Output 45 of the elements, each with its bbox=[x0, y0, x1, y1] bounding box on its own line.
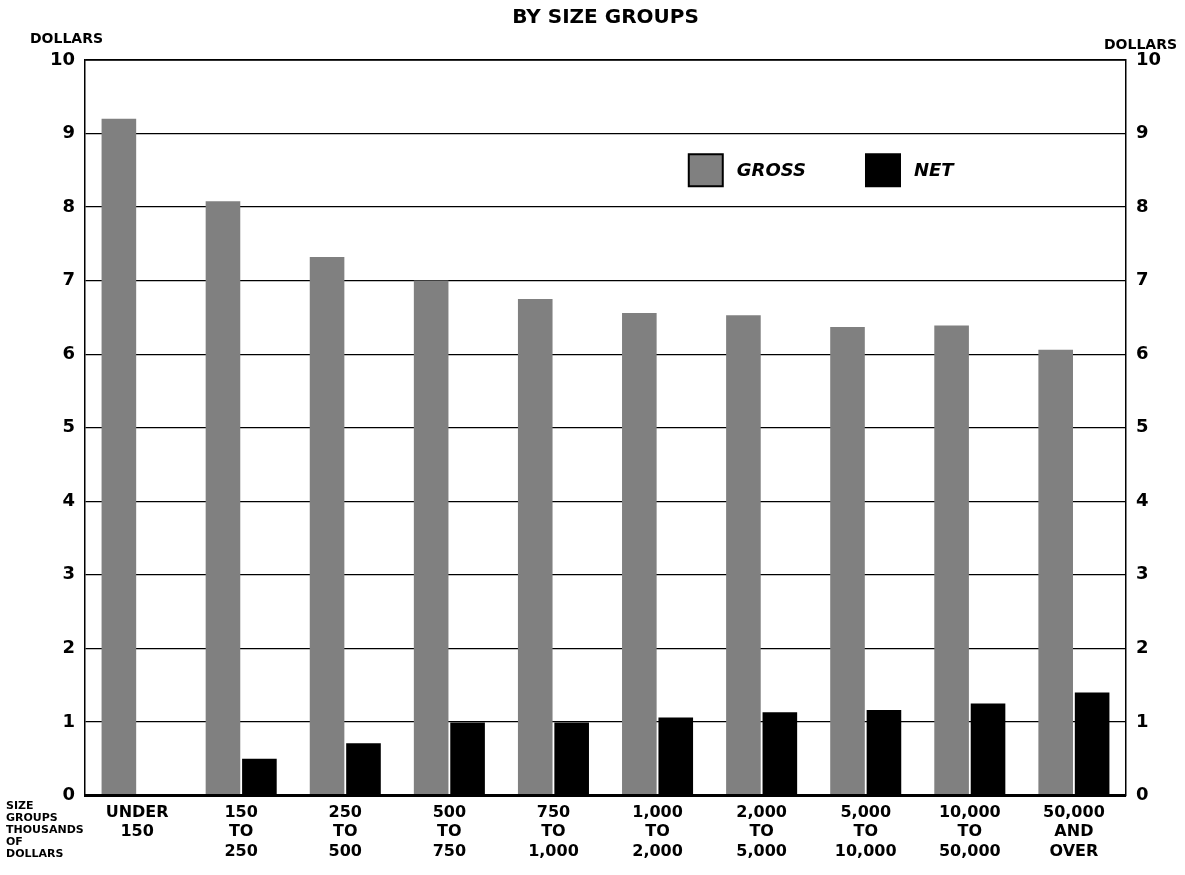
x-tick-label: 50,000 AND OVER bbox=[1043, 802, 1105, 860]
bar bbox=[726, 315, 761, 795]
bar bbox=[309, 257, 345, 795]
x-tick-label: 2,000 TO 5,000 bbox=[736, 802, 787, 860]
chart-title: BY SIZE GROUPS bbox=[512, 4, 699, 29]
bar bbox=[517, 299, 553, 795]
y-tick-label: 6 bbox=[62, 341, 76, 363]
y-tick-label: 1 bbox=[62, 709, 76, 731]
y-tick-label: 7 bbox=[62, 268, 76, 290]
legend-label: NET bbox=[913, 158, 956, 180]
y2-axis-title: DOLLARS bbox=[1103, 35, 1177, 52]
x-tick-label: 1,000 TO 2,000 bbox=[632, 802, 683, 860]
y-tick-label: 2 bbox=[62, 635, 76, 657]
y-tick-label: 4 bbox=[62, 488, 76, 510]
y2-tick-label: 4 bbox=[1135, 488, 1149, 510]
y2-tick-label: 7 bbox=[1135, 268, 1149, 290]
y2-tick-label: 0 bbox=[1135, 783, 1149, 805]
y2-tick-label: 8 bbox=[1135, 194, 1149, 216]
bar bbox=[101, 118, 137, 795]
x-tick-label: 10,000 TO 50,000 bbox=[938, 802, 1001, 860]
y2-tick-label: 1 bbox=[1135, 709, 1149, 731]
y-tick-label: 5 bbox=[62, 415, 76, 437]
bar bbox=[622, 312, 657, 795]
y-tick-label: 9 bbox=[62, 121, 76, 143]
x-tick-label: 750 TO 1,000 bbox=[528, 802, 579, 860]
x-tick-label: UNDER 150 bbox=[105, 802, 169, 841]
y-tick-label: 10 bbox=[49, 47, 76, 69]
y2-tick-label: 5 bbox=[1135, 415, 1149, 437]
x-tick-label: 150 TO 250 bbox=[224, 802, 258, 860]
x-tick-label: 5,000 TO 10,000 bbox=[834, 802, 897, 860]
bar bbox=[413, 280, 449, 795]
legend-label: GROSS bbox=[736, 158, 807, 180]
y2-tick-label: 9 bbox=[1135, 121, 1149, 143]
bar bbox=[830, 326, 865, 795]
y2-tick-label: 2 bbox=[1135, 635, 1149, 657]
y2-tick-label: 3 bbox=[1135, 562, 1149, 584]
bar bbox=[1038, 349, 1073, 795]
y2-tick-label: 6 bbox=[1135, 341, 1149, 363]
x-tick-label: 250 TO 500 bbox=[328, 802, 362, 860]
y-tick-label: 8 bbox=[62, 194, 76, 216]
y-axis-title: DOLLARS bbox=[30, 29, 104, 46]
bar bbox=[934, 325, 969, 795]
x-tick-label: 500 TO 750 bbox=[432, 802, 467, 860]
y-tick-label: 3 bbox=[62, 562, 76, 584]
bar bbox=[205, 201, 241, 795]
